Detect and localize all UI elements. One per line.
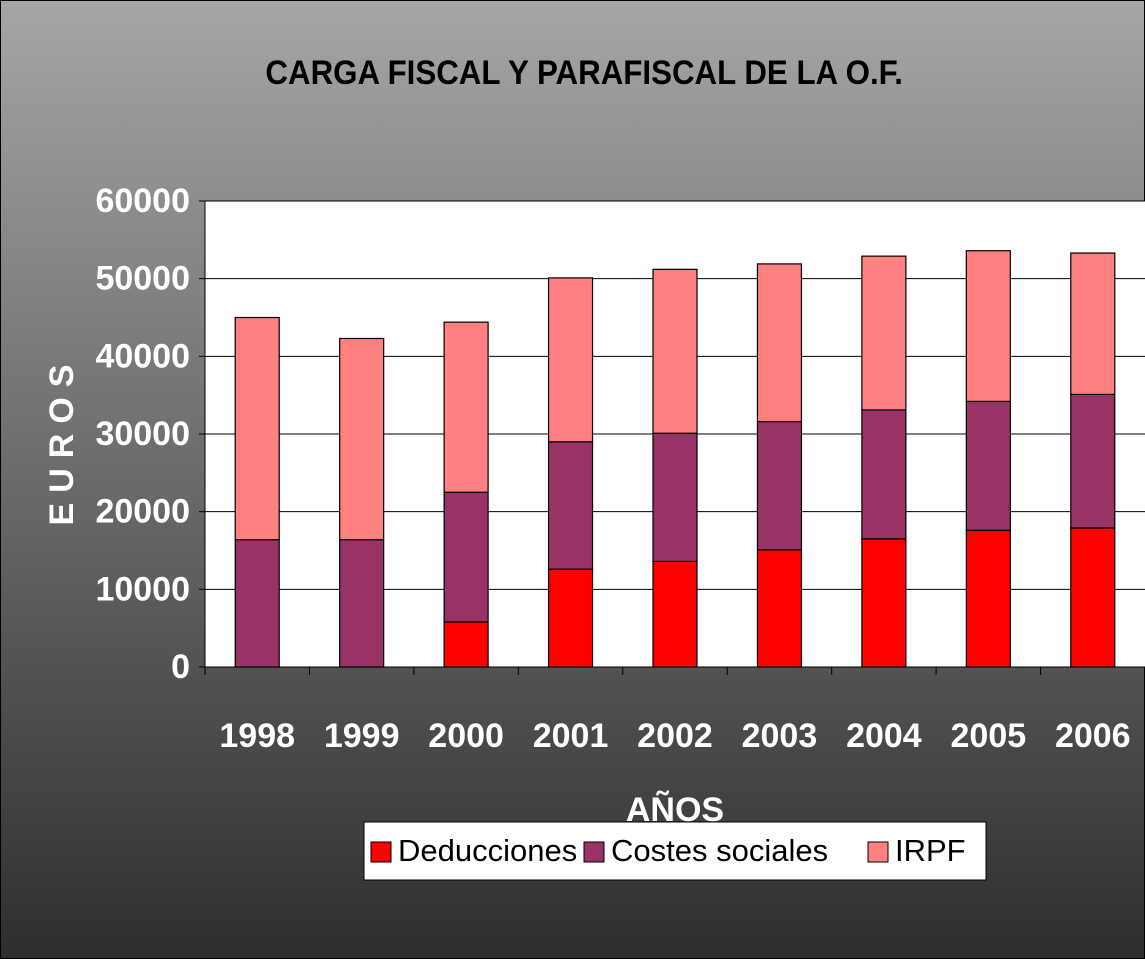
x-tick-label: 2000 (428, 717, 504, 755)
bar-segment (652, 432, 698, 562)
bar-segment (443, 621, 489, 668)
y-tick-label: 40000 (95, 337, 190, 375)
y-tick-label: 10000 (95, 570, 190, 608)
y-axis-label: EUROS (43, 355, 81, 526)
bar-segment (1070, 527, 1116, 668)
bar-segment (443, 321, 489, 493)
bar-segment (965, 250, 1011, 402)
x-tick-label: 2002 (637, 717, 713, 755)
bar-segment (339, 337, 385, 541)
x-tick-label: 2004 (846, 717, 922, 755)
bar-segment (1070, 252, 1116, 395)
bar-segment (756, 549, 803, 668)
legend-swatch (867, 841, 889, 863)
bar-segment (756, 263, 803, 423)
y-tick-label: 60000 (95, 182, 190, 220)
y-tick-label: 20000 (95, 493, 190, 531)
bar-segment (965, 400, 1011, 531)
legend-swatch (583, 841, 605, 863)
y-tick-label: 0 (171, 648, 190, 686)
y-tick-label: 50000 (95, 260, 190, 298)
legend-swatch (370, 841, 392, 863)
bar-segment (756, 420, 803, 551)
bar-segment (861, 255, 907, 411)
bar-segment (652, 268, 698, 434)
bar-segment (234, 316, 280, 541)
bar-segment (547, 441, 594, 570)
x-tick-label: 2005 (951, 717, 1027, 755)
legend-label: Deducciones (398, 833, 577, 868)
bar-segment (965, 529, 1011, 668)
bar-segment (234, 539, 280, 668)
bar-segment (861, 409, 907, 540)
bar-segment (547, 568, 594, 668)
bar-segment (339, 539, 385, 668)
bar-segment (861, 538, 907, 668)
bar-segment (1070, 393, 1116, 529)
x-tick-label: 1998 (219, 717, 295, 755)
x-tick-label: 2001 (533, 717, 609, 755)
legend-label: Costes sociales (611, 833, 828, 868)
x-tick-label: 2003 (742, 717, 818, 755)
x-tick-label: 2006 (1055, 717, 1131, 755)
legend-label: IRPF (895, 833, 966, 868)
chart-title: CARGA FISCAL Y PARAFISCAL DE LA O.F. (265, 53, 903, 92)
y-tick-label: 30000 (95, 415, 190, 453)
bar-segment (547, 277, 594, 443)
bar-segment (443, 491, 489, 623)
x-tick-label: 1999 (324, 717, 400, 755)
bar-segment (652, 560, 698, 668)
